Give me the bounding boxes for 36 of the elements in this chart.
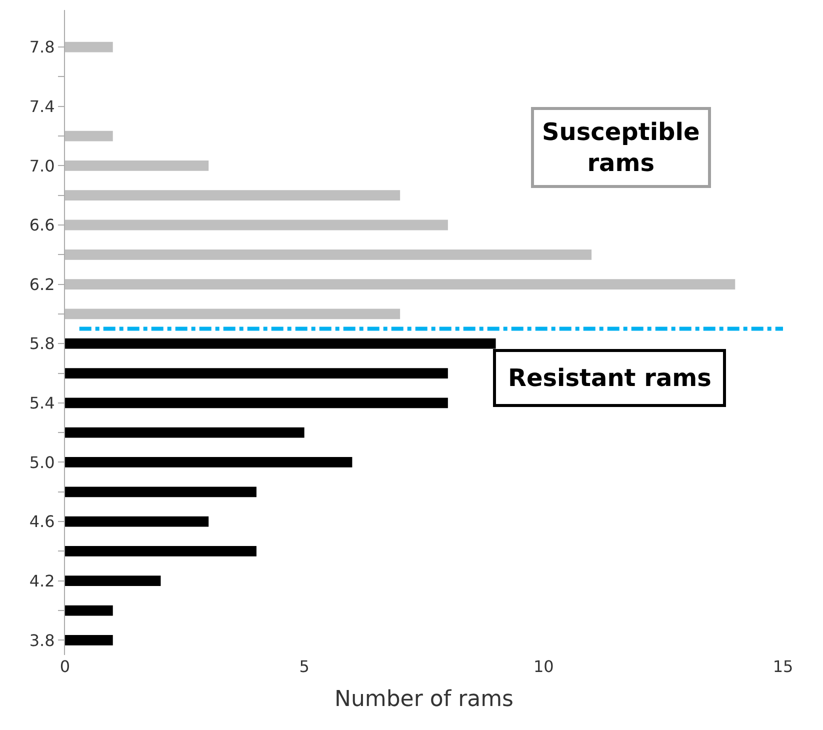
y-tick-label: 3.8 xyxy=(29,630,55,650)
y-tick-label: 6.2 xyxy=(29,274,55,294)
bar xyxy=(65,546,256,556)
bar xyxy=(65,249,592,260)
x-tick-label: 0 xyxy=(60,657,70,676)
x-tick-label: 10 xyxy=(533,657,554,676)
annotation: Susceptible rams xyxy=(542,118,700,178)
bar xyxy=(65,368,448,378)
bar xyxy=(65,160,209,171)
x-axis-title: Number of rams xyxy=(334,686,514,712)
y-tick-label: 4.2 xyxy=(29,571,55,590)
bar xyxy=(65,634,113,646)
bar xyxy=(65,516,209,527)
bar xyxy=(65,576,161,586)
annotation: Resistant rams xyxy=(508,364,712,392)
y-tick-label: 7.8 xyxy=(29,38,55,57)
bar xyxy=(65,457,352,468)
y-tick-label: 7.4 xyxy=(29,96,55,116)
y-tick-label: 7.0 xyxy=(29,156,55,176)
bar xyxy=(65,42,113,52)
bar xyxy=(65,605,113,616)
y-tick-label: 4.6 xyxy=(29,512,55,532)
bar xyxy=(65,190,400,201)
y-tick-label: 5.4 xyxy=(29,394,55,413)
bar xyxy=(65,398,448,408)
y-tick-label: 6.6 xyxy=(29,216,55,235)
x-tick-label: 5 xyxy=(299,657,310,676)
bar xyxy=(65,220,448,230)
bar xyxy=(65,130,113,142)
x-tick-label: 15 xyxy=(772,657,794,676)
bar xyxy=(65,486,256,498)
bar xyxy=(65,279,736,290)
y-tick-label: 5.0 xyxy=(29,452,55,472)
bar xyxy=(65,308,400,320)
y-tick-label: 5.8 xyxy=(29,334,55,354)
bar xyxy=(65,427,304,438)
